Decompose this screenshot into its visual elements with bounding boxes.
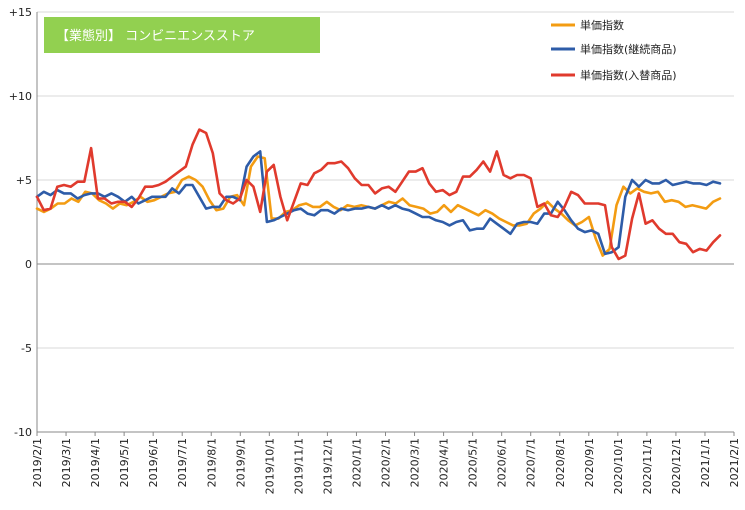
x-tick-label: 2019/5/1 [118, 438, 131, 487]
x-axis-ticks: 2019/2/1 2019/3/1 2019/4/1 2019/5/1 2019/6/1… [31, 432, 741, 494]
x-tick-label: 2019/10/1 [263, 438, 276, 494]
x-tick-label: 2019/12/1 [321, 438, 334, 494]
chart-title: 【業態別】 コンビニエンスストア [56, 28, 255, 44]
x-tick-label: 2020/1/1 [350, 438, 363, 487]
x-tick-label: 2020/6/1 [496, 438, 509, 487]
legend-label: 単価指数(継続商品) [580, 42, 677, 56]
x-tick-label: 2020/9/1 [583, 438, 596, 487]
x-tick-label: 2019/2/1 [31, 438, 44, 487]
x-tick-label: 2020/8/1 [554, 438, 567, 487]
x-tick-label: 2020/2/1 [380, 438, 393, 487]
x-tick-label: 2021/1/1 [699, 438, 712, 487]
x-tick-label: 2020/12/1 [670, 438, 683, 494]
x-tick-label: 2019/7/1 [176, 438, 189, 487]
x-tick-label: 2020/4/1 [438, 438, 451, 487]
series-lines [35, 128, 722, 261]
x-tick-label: 2019/4/1 [89, 438, 102, 487]
x-tick-label: 2019/8/1 [205, 438, 218, 487]
x-tick-label: 2020/11/1 [641, 438, 654, 494]
x-tick-label: 2019/3/1 [60, 438, 73, 487]
legend-label: 単価指数 [580, 18, 624, 32]
x-tick-label: 2020/10/1 [612, 438, 625, 494]
x-tick-label: 2020/7/1 [525, 438, 538, 487]
title-background [44, 17, 320, 53]
y-tick-label: +15 [9, 6, 32, 19]
series-line-3 [35, 128, 722, 261]
x-tick-label: 2019/9/1 [234, 438, 247, 487]
x-tick-label: 2019/11/1 [292, 438, 305, 494]
y-tick-label: +5 [16, 174, 32, 187]
legend-label: 単価指数(入替商品) [580, 68, 677, 82]
x-tick-label: 2020/3/1 [409, 438, 422, 487]
x-tick-label: 2020/5/1 [467, 438, 480, 487]
y-tick-label: +10 [9, 90, 32, 103]
y-tick-label: -10 [14, 426, 32, 439]
y-tick-label: -5 [21, 342, 32, 355]
chart-title-box: 【業態別】 コンビニエンスストア [44, 17, 320, 53]
x-tick-label: 2021/2/1 [728, 438, 741, 487]
y-axis-ticks: +15 +10 +5 0 -5 -10 [9, 6, 32, 439]
series-line-2 [35, 150, 722, 256]
y-tick-label: 0 [25, 258, 32, 271]
x-tick-label: 2019/6/1 [147, 438, 160, 487]
